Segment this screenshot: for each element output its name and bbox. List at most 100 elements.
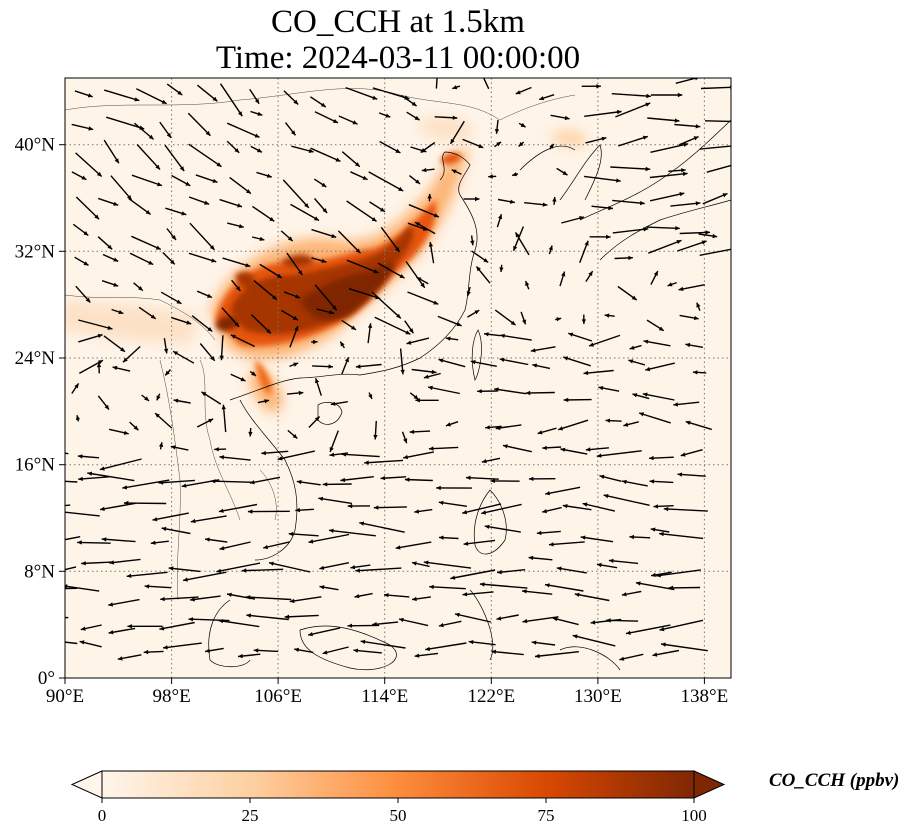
wind-arrowhead bbox=[563, 397, 569, 403]
wind-arrow bbox=[462, 503, 502, 514]
wind-arrowhead bbox=[431, 369, 437, 375]
wind-arrow bbox=[611, 93, 651, 97]
wind-arrowhead bbox=[238, 224, 244, 229]
wind-arrowhead bbox=[263, 544, 268, 550]
wind-arrowhead bbox=[438, 623, 444, 628]
wind-arrowhead bbox=[562, 170, 568, 176]
wind-arrowhead bbox=[294, 647, 299, 652]
wind-arrowhead bbox=[353, 648, 359, 653]
wind-arrowhead bbox=[204, 200, 210, 205]
wind-arrowhead bbox=[254, 98, 260, 104]
colorbar-tick: 100 bbox=[681, 806, 707, 825]
wind-arrowhead bbox=[462, 510, 468, 515]
wind-arrowhead bbox=[676, 240, 682, 244]
wind-arrow bbox=[161, 527, 191, 535]
wind-arrowhead bbox=[88, 126, 94, 131]
map-frame bbox=[64, 77, 732, 679]
wind-arrowhead bbox=[328, 364, 333, 369]
wind-arrow bbox=[360, 640, 406, 649]
wind-arrowhead bbox=[436, 485, 441, 491]
wind-arrowhead bbox=[518, 141, 524, 147]
wind-arrowhead bbox=[558, 426, 564, 431]
wind-arrow bbox=[263, 541, 290, 549]
wind-arrowhead bbox=[722, 193, 728, 198]
wind-arrow bbox=[353, 649, 382, 654]
wind-arrowhead bbox=[181, 483, 187, 488]
map-area bbox=[41, 70, 737, 678]
wind-arrowhead bbox=[81, 561, 86, 566]
wind-arrowhead bbox=[692, 370, 698, 375]
wind-arrow bbox=[548, 541, 585, 546]
wind-arrowhead bbox=[603, 494, 609, 499]
wind-arrow bbox=[218, 619, 260, 628]
wind-arrowhead bbox=[414, 653, 420, 658]
wind-arrowhead bbox=[683, 142, 689, 147]
wind-arrow bbox=[482, 78, 490, 90]
wind-arrowhead bbox=[347, 623, 353, 628]
wind-arrowhead bbox=[183, 577, 188, 582]
wind-arrowhead bbox=[322, 650, 328, 655]
wind-arrow bbox=[131, 174, 163, 187]
wind-arrowhead bbox=[284, 614, 290, 619]
wind-arrow bbox=[359, 522, 405, 533]
wind-arrow bbox=[677, 240, 707, 252]
wind-arrowhead bbox=[96, 171, 102, 177]
wind-arrowhead bbox=[205, 648, 210, 653]
wind-arrow bbox=[699, 145, 731, 150]
wind-arrowhead bbox=[41, 541, 46, 545]
wind-arrowhead bbox=[451, 169, 457, 174]
wind-arrow bbox=[345, 86, 378, 100]
wind-arrowhead bbox=[101, 537, 107, 542]
wind-arrow bbox=[75, 196, 100, 220]
wind-arrowhead bbox=[406, 340, 412, 345]
wind-arrowhead bbox=[190, 597, 195, 602]
wind-arrowhead bbox=[562, 504, 568, 509]
wind-arrowhead bbox=[170, 259, 175, 265]
wind-arrowhead bbox=[163, 645, 168, 650]
wind-arrow bbox=[190, 595, 221, 601]
wind-arrow bbox=[583, 369, 614, 375]
wind-arrowhead bbox=[272, 295, 277, 300]
wind-arrowhead bbox=[658, 326, 664, 331]
wind-arrowhead bbox=[207, 293, 212, 298]
wind-arrowhead bbox=[549, 143, 554, 149]
wind-arrowhead bbox=[123, 500, 129, 506]
wind-arrowhead bbox=[201, 391, 207, 397]
wind-arrowhead bbox=[113, 257, 119, 262]
wind-arrowhead bbox=[515, 90, 521, 95]
wind-arrowhead bbox=[238, 111, 243, 117]
wind-arrow bbox=[438, 358, 466, 368]
wind-arrowhead bbox=[732, 247, 737, 251]
wind-arrow bbox=[65, 566, 77, 571]
lon-tick-label: 90°E bbox=[46, 686, 84, 707]
wind-arrow bbox=[65, 480, 78, 483]
wind-arrowhead bbox=[277, 456, 283, 461]
wind-arrowhead bbox=[712, 233, 718, 239]
wind-arrowhead bbox=[480, 70, 484, 75]
wind-arrowhead bbox=[470, 360, 476, 365]
wind-arrowhead bbox=[155, 245, 161, 250]
wind-arrowhead bbox=[78, 476, 83, 481]
wind-arrowhead bbox=[645, 166, 651, 172]
wind-arrowhead bbox=[340, 477, 346, 483]
wind-arrow bbox=[491, 650, 524, 656]
wind-arrowhead bbox=[373, 269, 379, 274]
wind-arrowhead bbox=[438, 358, 444, 363]
wind-arrowhead bbox=[552, 197, 557, 202]
wind-arrowhead bbox=[590, 620, 596, 625]
wind-arrowhead bbox=[498, 214, 503, 220]
wind-arrow bbox=[288, 533, 319, 537]
wind-arrowhead bbox=[173, 398, 179, 403]
colorbar-tick: 50 bbox=[389, 806, 407, 825]
wind-arrow bbox=[65, 536, 81, 541]
wind-arrowhead bbox=[308, 632, 313, 637]
wind-arrowhead bbox=[234, 148, 240, 153]
wind-arrowhead bbox=[320, 102, 326, 107]
colorbar-label: CO_CCH (ppbv) bbox=[769, 770, 900, 791]
wind-arrowhead bbox=[545, 491, 550, 496]
wind-arrowhead bbox=[474, 310, 480, 315]
wind-arrowhead bbox=[568, 332, 574, 337]
wind-arrow bbox=[423, 561, 472, 569]
wind-arrowhead bbox=[241, 568, 247, 573]
wind-arrow bbox=[210, 480, 254, 483]
